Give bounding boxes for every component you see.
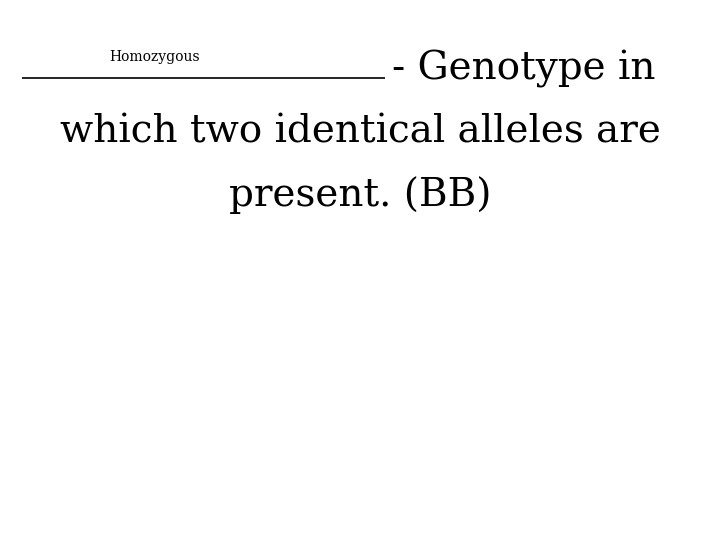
Text: - Genotype in: - Genotype in <box>392 50 656 88</box>
Text: which two identical alleles are: which two identical alleles are <box>60 114 660 151</box>
Text: present. (BB): present. (BB) <box>229 177 491 214</box>
Text: Homozygous: Homozygous <box>109 50 200 64</box>
